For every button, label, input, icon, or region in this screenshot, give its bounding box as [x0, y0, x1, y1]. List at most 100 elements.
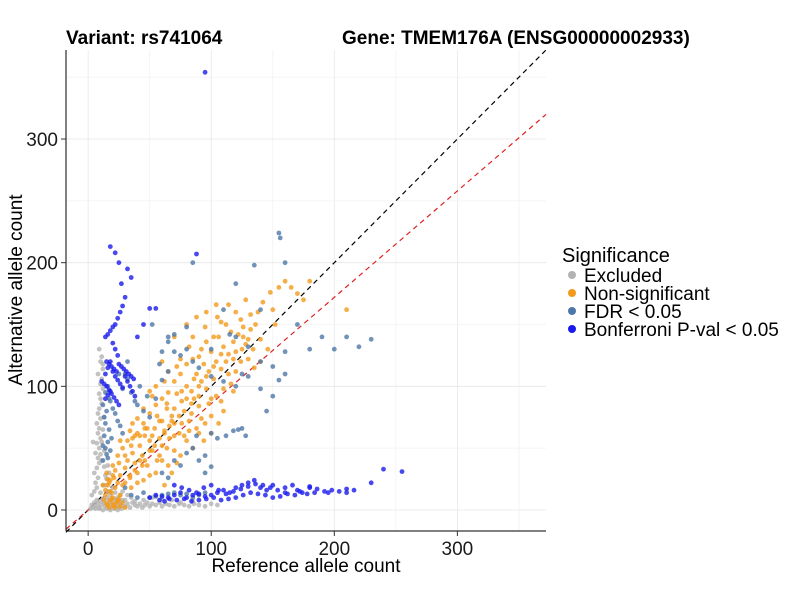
- data-point: [153, 402, 159, 408]
- data-point: [103, 334, 108, 340]
- data-point: [202, 324, 208, 330]
- data-point: [100, 386, 106, 392]
- data-point: [137, 443, 143, 449]
- data-point: [125, 438, 130, 444]
- data-point: [128, 443, 134, 449]
- data-point: [112, 411, 118, 416]
- data-point: [307, 278, 313, 284]
- data-point: [356, 344, 362, 350]
- data-point: [105, 392, 111, 398]
- data-point: [110, 463, 116, 468]
- data-point: [178, 353, 183, 358]
- data-point: [258, 386, 263, 392]
- data-point: [94, 421, 100, 426]
- data-point: [147, 411, 153, 416]
- data-point: [112, 346, 118, 352]
- data-point: [329, 487, 335, 493]
- series-bonferroni-p-val-0-05: [99, 69, 405, 504]
- data-point: [267, 485, 273, 491]
- data-point: [245, 374, 251, 379]
- data-point: [233, 281, 239, 287]
- data-point: [141, 497, 146, 503]
- data-point: [233, 383, 239, 389]
- data-point: [96, 406, 102, 411]
- data-point: [122, 453, 128, 458]
- x-axis-ticks: 0 100 200 300: [83, 531, 473, 560]
- data-point: [282, 371, 288, 377]
- data-point: [179, 388, 185, 394]
- data-point: [381, 466, 386, 472]
- data-point: [277, 235, 283, 241]
- data-point: [251, 477, 257, 483]
- data-point: [125, 266, 130, 272]
- data-point: [167, 496, 172, 502]
- data-point: [153, 396, 159, 402]
- data-point: [169, 413, 175, 419]
- plot-panel: [65, 49, 547, 533]
- data-point: [125, 359, 130, 364]
- data-point: [253, 322, 258, 327]
- data-point: [153, 306, 159, 311]
- data-point: [178, 463, 183, 468]
- data-point: [104, 501, 109, 507]
- data-point: [231, 428, 236, 434]
- data-point: [127, 383, 133, 389]
- data-point: [109, 435, 114, 441]
- data-point: [239, 482, 245, 488]
- data-point: [94, 497, 100, 503]
- data-point: [165, 334, 171, 340]
- data-point: [238, 317, 244, 322]
- data-point: [147, 473, 153, 478]
- chart-title-variant: Variant: rs741064: [66, 28, 223, 49]
- data-point: [94, 485, 100, 491]
- data-point: [196, 458, 202, 463]
- data-point: [196, 502, 202, 508]
- data-point: [184, 438, 190, 444]
- data-point: [127, 505, 133, 510]
- data-point: [253, 481, 258, 487]
- data-point: [152, 426, 158, 431]
- data-point: [99, 439, 105, 445]
- legend-label: Bonferroni P-val < 0.05: [584, 320, 779, 341]
- data-point: [190, 260, 196, 266]
- data-point: [199, 416, 204, 421]
- data-point: [239, 346, 245, 352]
- data-point: [181, 502, 187, 508]
- data-point: [167, 502, 172, 508]
- data-point: [120, 430, 125, 436]
- data-point: [104, 451, 109, 457]
- data-point: [169, 418, 175, 424]
- data-point: [171, 349, 177, 355]
- y-tick-label: 200: [26, 254, 58, 275]
- data-point: [171, 458, 177, 463]
- data-point: [95, 430, 101, 436]
- data-point: [233, 309, 239, 315]
- data-point: [399, 469, 405, 474]
- data-point: [307, 484, 313, 489]
- data-point: [107, 398, 113, 404]
- data-point: [301, 297, 306, 303]
- data-point: [105, 365, 111, 371]
- data-point: [238, 359, 244, 364]
- data-point: [103, 421, 108, 426]
- data-point: [203, 374, 209, 379]
- data-point: [233, 334, 239, 340]
- data-point: [107, 328, 113, 334]
- data-point: [208, 482, 214, 488]
- data-point: [250, 346, 256, 352]
- data-point: [243, 297, 249, 303]
- data-point: [125, 492, 130, 498]
- data-point: [132, 498, 138, 504]
- data-point: [295, 322, 300, 327]
- data-point: [96, 346, 102, 352]
- data-point: [184, 361, 190, 367]
- data-point: [218, 366, 224, 372]
- data-point: [240, 492, 246, 498]
- data-point: [368, 336, 374, 342]
- y-tick-label: 100: [26, 377, 58, 398]
- data-point: [208, 396, 214, 402]
- data-point: [258, 336, 263, 342]
- data-point: [179, 421, 185, 426]
- data-point: [95, 411, 101, 416]
- data-point: [119, 281, 124, 287]
